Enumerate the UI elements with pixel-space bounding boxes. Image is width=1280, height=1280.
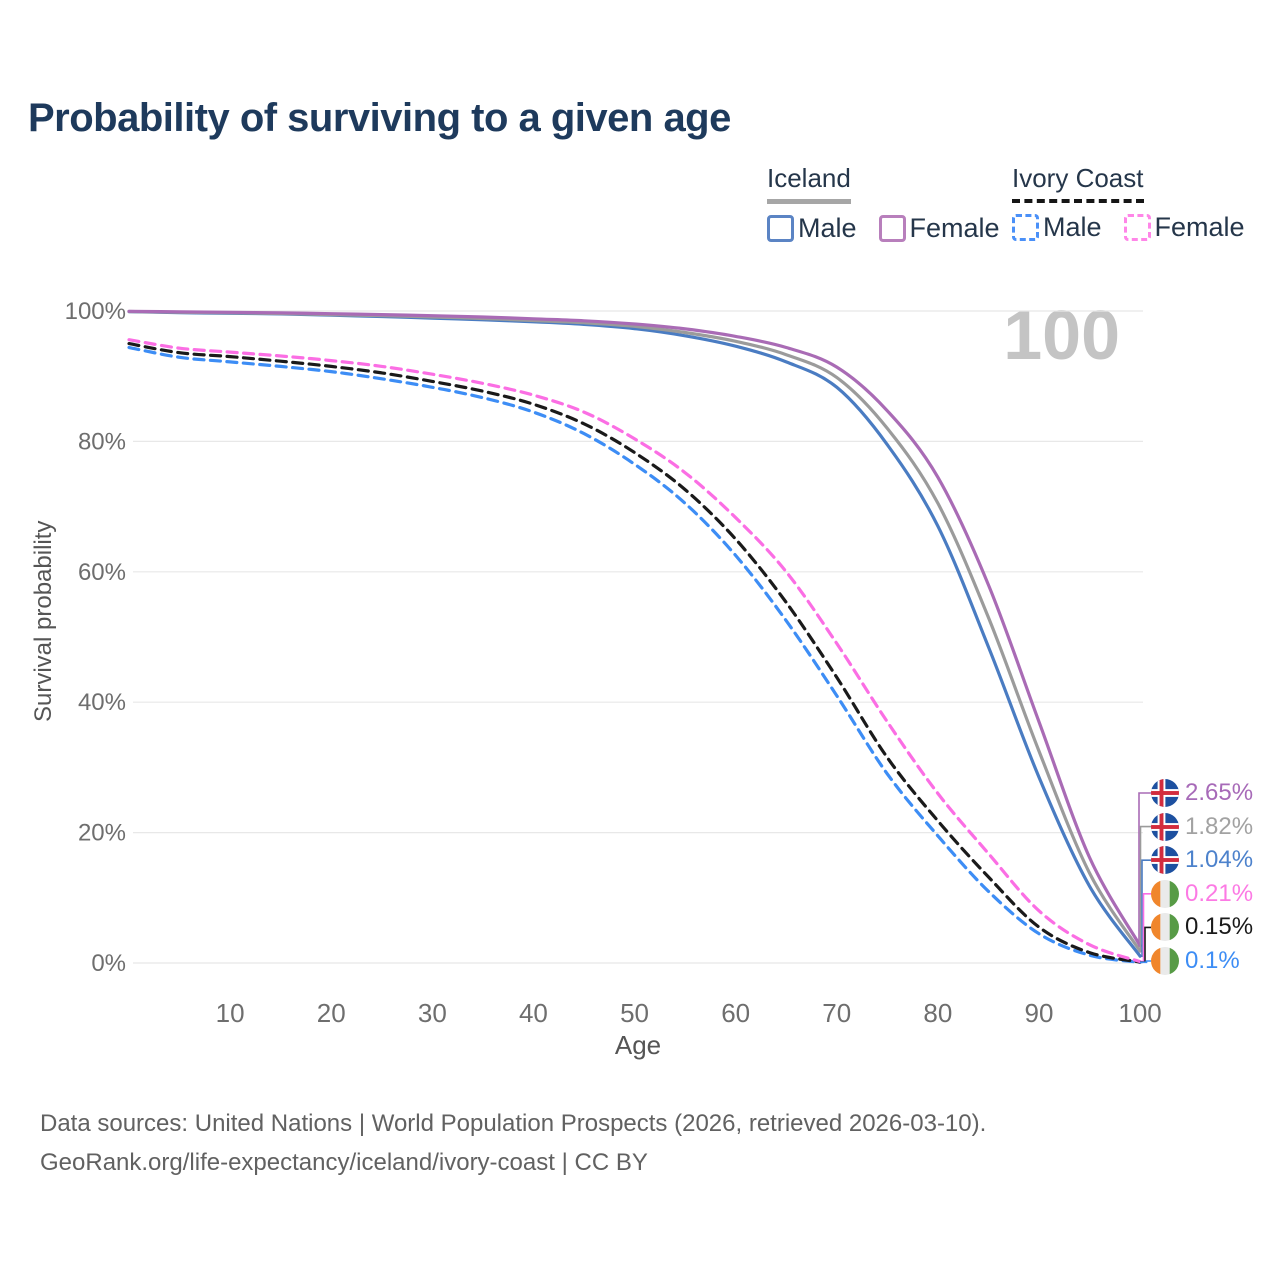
y-tick-label: 0% [91, 950, 126, 977]
y-tick-label: 20% [78, 820, 126, 847]
x-tick-label: 40 [519, 998, 548, 1028]
end-label-connector [1139, 825, 1151, 952]
hover-age-watermark: 100 [1003, 296, 1120, 374]
x-tick-label: 20 [317, 998, 346, 1028]
iceland-male-checkbox-icon [767, 215, 794, 242]
legend-group-iceland: Iceland Male Female [767, 163, 1000, 244]
legend-item-ivory-coast-female[interactable]: Female [1123, 212, 1245, 243]
legend-label: Male [1043, 212, 1102, 242]
x-tick-label: 10 [216, 998, 245, 1028]
x-tick-label: 70 [822, 998, 851, 1028]
series-cf [127, 338, 1142, 964]
iceland-female-checkbox-icon [878, 215, 906, 242]
legend-header-iceland[interactable]: Iceland [767, 163, 851, 204]
legend-item-iceland-female[interactable]: Female [878, 213, 1000, 244]
footer: Data sources: United Nations | World Pop… [40, 1104, 986, 1182]
y-tick-label: 100% [65, 298, 126, 325]
x-tick-label: 80 [923, 998, 952, 1028]
legend-item-iceland-male[interactable]: Male [767, 213, 857, 244]
series-ct [127, 342, 1142, 964]
end-label-connector [1140, 960, 1151, 964]
footer-data-sources: Data sources: United Nations | World Pop… [40, 1110, 987, 1137]
legend-header-ivory-coast[interactable]: Ivory Coast [1012, 163, 1144, 203]
x-tick-label: 60 [721, 998, 750, 1028]
page-title: Probability of surviving to a given age [28, 96, 731, 140]
legend-label: Female [909, 213, 1000, 243]
series-if [127, 309, 1142, 948]
legend-label: Male [798, 213, 857, 243]
y-axis-title: Survival probability [30, 520, 57, 722]
x-axis-title: Age [614, 1030, 662, 1060]
x-tick-label: 30 [418, 998, 447, 1028]
legend-label: Female [1154, 212, 1245, 242]
legend-group-ivory-coast: Ivory Coast Male Female [1012, 163, 1245, 243]
x-tick-label: 90 [1025, 998, 1054, 1028]
legend-item-ivory-coast-male[interactable]: Male [1012, 212, 1102, 243]
x-tick-label: 50 [620, 998, 649, 1028]
y-tick-label: 60% [78, 559, 126, 586]
footer-attribution: GeoRank.org/life-expectancy/iceland/ivor… [40, 1149, 648, 1176]
series-im [127, 310, 1142, 958]
end-label-connector [1138, 792, 1151, 947]
x-tick-label: 100 [1118, 998, 1161, 1028]
series-it [127, 309, 1142, 953]
series-cm [127, 345, 1142, 964]
ivory-coast-female-checkbox-icon [1123, 214, 1151, 241]
y-tick-label: 40% [78, 689, 126, 716]
y-tick-label: 80% [78, 428, 126, 455]
end-label-connector [1140, 859, 1151, 957]
ivory-coast-male-checkbox-icon [1012, 214, 1039, 241]
